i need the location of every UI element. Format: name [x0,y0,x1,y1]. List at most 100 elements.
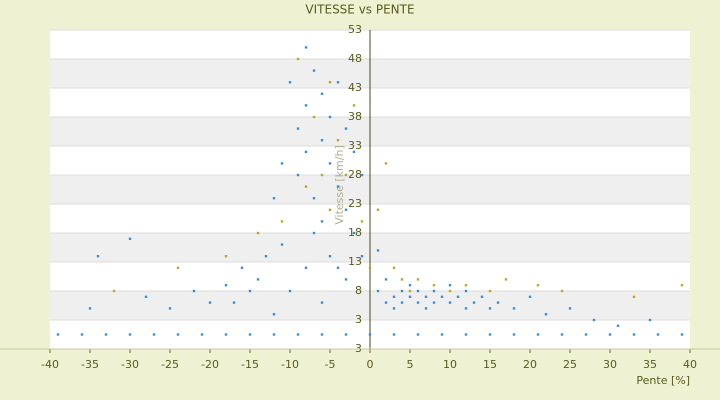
x-tick-label: -25 [161,358,179,371]
point [320,139,324,142]
point [312,115,316,119]
point [352,150,356,153]
point [304,46,308,49]
point [296,57,300,61]
point [416,301,420,304]
point [128,237,132,240]
point [432,284,436,287]
x-tick-label: -15 [241,358,259,371]
x-tick-label: -35 [81,358,99,371]
x-tick-label: 25 [563,358,577,371]
point [176,266,180,269]
y-tick-label: 33 [348,139,362,152]
point [480,295,484,298]
point [360,173,364,177]
point [336,139,340,142]
point [496,301,500,304]
x-tick-label: 10 [443,358,457,371]
point [112,289,116,293]
point [440,295,444,298]
point [312,197,316,200]
x-tick-label: 35 [643,358,657,371]
point [416,278,420,281]
point [304,185,308,188]
point [288,81,292,84]
point [232,301,236,304]
point [400,278,404,281]
point [416,289,420,293]
point [608,333,612,336]
point [88,307,92,310]
point [448,301,452,304]
point [488,307,492,310]
point [616,324,620,327]
point [280,162,284,165]
point [384,162,388,165]
point [448,284,452,287]
point [104,333,108,336]
point [408,284,412,287]
point [528,295,532,298]
point [144,295,148,298]
point [592,318,596,322]
y-tick-label: 48 [348,52,362,65]
point [328,81,332,84]
x-tick-label: -20 [201,358,219,371]
point [408,295,412,298]
y-tick-label: 53 [348,23,362,36]
point [280,220,284,223]
point [568,307,572,310]
x-tick-label: 40 [683,358,697,371]
point [224,255,228,258]
point [128,333,132,336]
point [544,313,548,316]
x-tick-label: 20 [523,358,537,371]
x-tick-label: -5 [325,358,336,371]
point [504,278,508,281]
point [536,284,540,287]
point [416,333,420,336]
point [240,266,244,269]
x-tick-label: -30 [121,358,139,371]
point [224,284,228,287]
point [328,162,332,165]
point [256,231,260,235]
point [200,333,204,336]
point [464,333,468,336]
x-tick-label: 0 [367,358,374,371]
point [448,289,452,293]
point [560,333,564,336]
point [464,284,468,287]
point [392,295,396,298]
point [376,208,380,211]
point [656,333,660,336]
point [680,284,684,287]
point [400,289,404,293]
point [320,92,324,95]
point [352,104,356,107]
point [272,313,276,316]
point [248,289,252,293]
x-tick-label: 30 [603,358,617,371]
point [304,266,308,269]
point [440,333,444,336]
point [368,266,372,269]
point [432,301,436,304]
point [272,333,276,336]
point [296,333,300,336]
point [320,173,324,177]
point [192,289,196,293]
point [584,333,588,336]
y-tick-label: 8 [355,284,362,297]
point [336,266,340,269]
point [296,127,300,130]
y-axis-label: Vitesse [km/h] [333,145,346,225]
point [328,255,332,258]
point [632,333,636,336]
y-tick-label: 3 [355,313,362,326]
point [488,333,492,336]
point [392,307,396,310]
point [360,220,364,223]
point [680,333,684,336]
